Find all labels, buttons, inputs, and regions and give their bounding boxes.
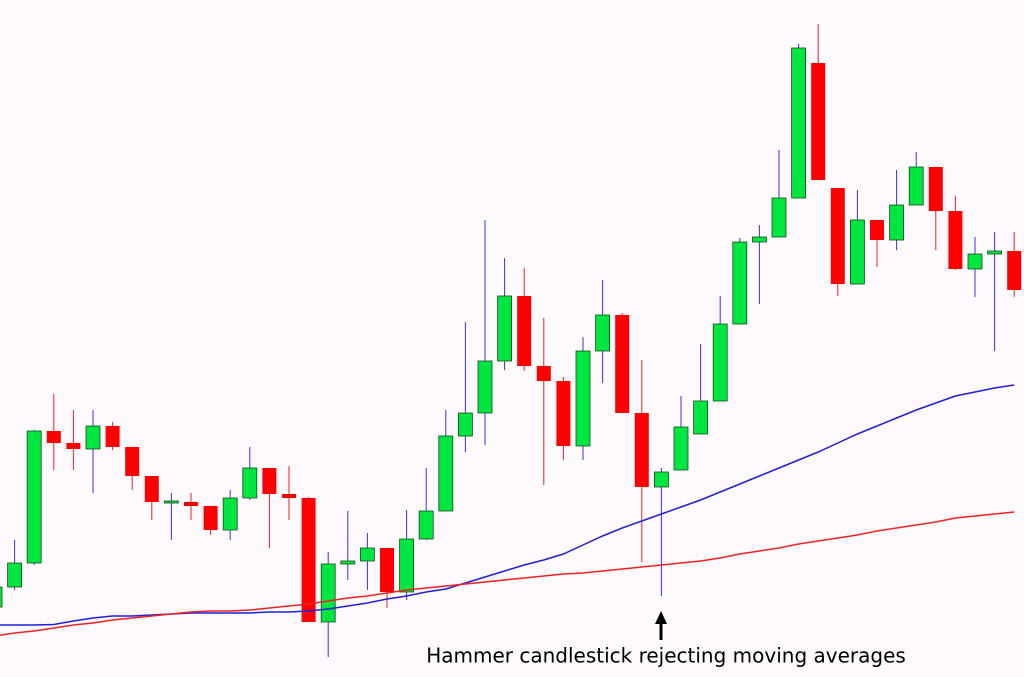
- candle-body: [517, 296, 532, 366]
- candle-body: [987, 250, 1002, 255]
- candle-body: [889, 204, 904, 241]
- candle-body: [928, 167, 943, 211]
- annotation: Hammer candlestick rejecting moving aver…: [426, 644, 906, 668]
- candle-body: [712, 323, 728, 402]
- candle-body: [380, 548, 394, 592]
- candle-body: [556, 381, 571, 446]
- candle-body: [85, 425, 101, 450]
- candle-body: [673, 426, 689, 471]
- candle-body: [732, 241, 748, 325]
- candle-body: [1007, 251, 1022, 290]
- candle-body: [771, 197, 787, 238]
- candle-body: [830, 188, 845, 284]
- candle-body: [320, 563, 336, 623]
- candle-body: [282, 494, 296, 498]
- candle-body: [301, 498, 316, 622]
- candle-body: [575, 350, 591, 447]
- candle-body: [850, 219, 865, 285]
- candle-body: [144, 476, 159, 502]
- arrow-head: [655, 611, 667, 624]
- candle-body: [399, 538, 415, 593]
- candle-body: [26, 430, 42, 564]
- candle-body: [811, 63, 826, 180]
- candle-body: [908, 166, 924, 206]
- candle-body: [477, 360, 493, 414]
- candle-body: [654, 471, 669, 488]
- candle-body: [262, 468, 277, 494]
- candle-body: [105, 426, 120, 447]
- candle-body: [203, 506, 218, 530]
- plot: [0, 24, 1022, 657]
- candle-body: [615, 315, 630, 413]
- candle-body: [457, 412, 473, 437]
- candle-body: [242, 467, 258, 499]
- candle-body: [497, 295, 513, 362]
- candle-body: [870, 220, 884, 240]
- candle-body: [438, 435, 454, 512]
- candle-body: [693, 400, 708, 435]
- annotation-arrow: [655, 611, 667, 640]
- candle-body: [634, 413, 649, 487]
- candle-body: [418, 510, 434, 540]
- candle-body: [791, 47, 806, 199]
- moving-average: [0, 511, 1015, 636]
- candle-body: [536, 366, 551, 381]
- candle-body: [125, 447, 140, 476]
- candle-body: [967, 253, 983, 270]
- candle-body: [340, 560, 356, 565]
- candle-body: [595, 314, 610, 352]
- candle-body: [66, 443, 81, 449]
- candle-body: [163, 500, 179, 504]
- candle-body: [0, 586, 3, 608]
- candle-body: [222, 497, 238, 531]
- candle-body: [948, 211, 963, 269]
- candle-body: [7, 562, 22, 588]
- candle-body: [752, 236, 767, 243]
- candle-body: [46, 431, 61, 443]
- candle-body: [184, 502, 198, 506]
- candle-body: [359, 547, 375, 562]
